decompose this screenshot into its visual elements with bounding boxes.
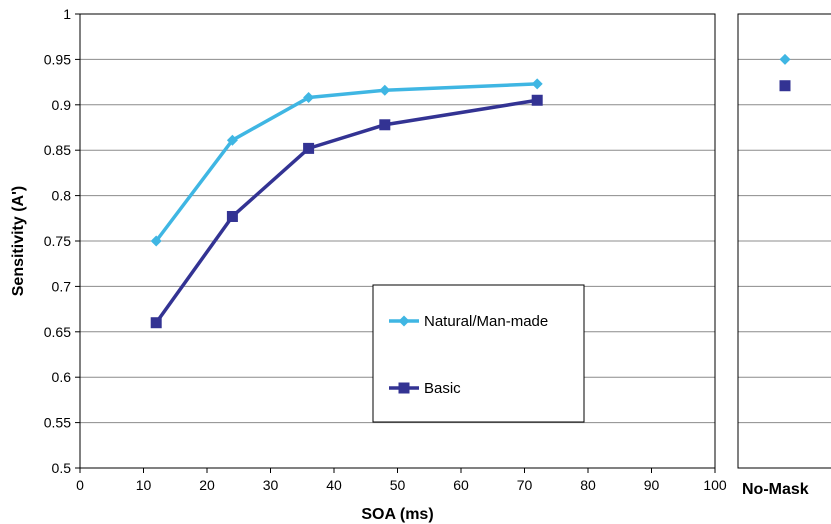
series-layer (150, 78, 543, 329)
x-tick-label: 60 (453, 477, 469, 493)
y-tick-label: 0.8 (52, 188, 72, 204)
no-mask-markers (779, 53, 791, 92)
x-tick-label: 70 (517, 477, 533, 493)
series-line (154, 82, 538, 243)
x-tick-label: 80 (580, 477, 596, 493)
y-tick-label: 1 (63, 6, 71, 22)
data-point (303, 142, 315, 154)
data-point (379, 84, 391, 96)
data-point (379, 119, 391, 131)
x-axis-tick-labels: 0 10 20 30 40 50 60 70 80 90 100 (76, 468, 727, 493)
y-tick-label: 0.7 (52, 278, 72, 294)
no-mask-panel (737, 13, 831, 469)
data-point (150, 317, 162, 329)
x-tick-label: 10 (136, 477, 152, 493)
data-point (531, 94, 543, 106)
data-point (531, 78, 543, 90)
y-tick-label: 0.95 (44, 51, 71, 67)
y-tick-label: 0.75 (44, 233, 71, 249)
legend-label: Natural/Man-made (424, 313, 548, 330)
legend-marker (398, 315, 410, 327)
series-diamond (150, 78, 543, 247)
legend-label: Basic (424, 380, 461, 397)
y-axis-tick-labels: 0.5 0.55 0.6 0.65 0.7 0.75 0.8 0.85 0.9 0.95 1 (44, 6, 80, 476)
legend-box (372, 284, 585, 423)
series-square (150, 94, 543, 329)
legend: Natural/Man-made Basic (372, 284, 585, 423)
legend-item: Natural/Man-made (389, 313, 548, 330)
x-tick-label: 0 (76, 477, 84, 493)
main-plot-gridlines (80, 58, 715, 424)
x-tick-label: 50 (390, 477, 406, 493)
x-tick-label: 100 (703, 477, 727, 493)
data-point (226, 210, 238, 222)
y-tick-label: 0.65 (44, 324, 71, 340)
legend-item: Basic (389, 380, 461, 397)
x-tick-label: 40 (326, 477, 342, 493)
y-tick-label: 0.5 (52, 460, 72, 476)
y-tick-label: 0.55 (44, 415, 71, 431)
y-axis-title: Sensitivity (A') (10, 186, 27, 297)
x-tick-label: 20 (199, 477, 215, 493)
legend-marker (398, 382, 410, 394)
no-mask-point (779, 53, 791, 65)
x-tick-label: 90 (644, 477, 660, 493)
data-point (150, 235, 162, 247)
y-tick-label: 0.85 (44, 142, 71, 158)
x-axis-title: SOA (ms) (361, 506, 433, 523)
y-tick-label: 0.6 (52, 369, 72, 385)
no-mask-category-label: No-Mask (742, 481, 809, 498)
data-point (226, 134, 238, 146)
x-tick-label: 30 (263, 477, 279, 493)
no-mask-panel-gridlines (738, 58, 831, 424)
no-mask-point (779, 80, 791, 92)
data-point (303, 92, 315, 104)
y-tick-label: 0.9 (52, 97, 72, 113)
